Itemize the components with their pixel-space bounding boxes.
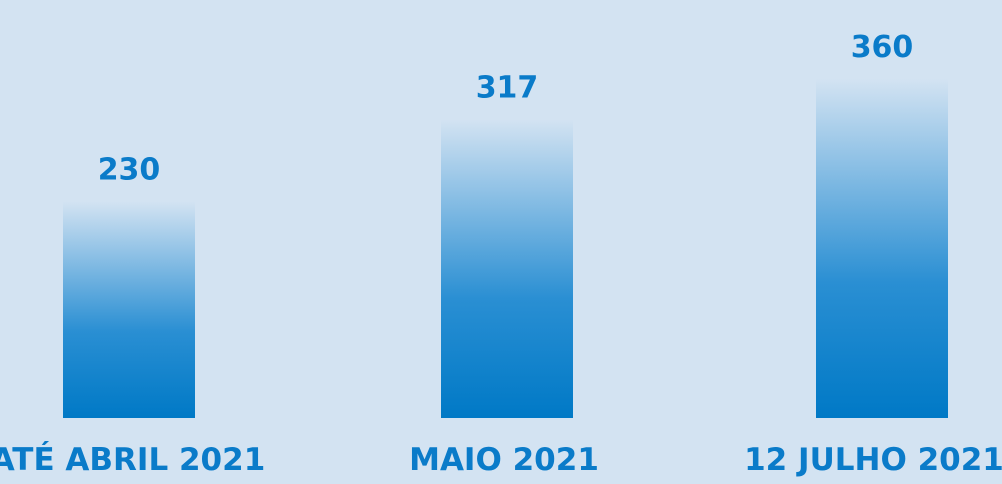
category-label-0: ATÉ ABRIL 2021 (0, 442, 265, 478)
labels-layer: 230 ATÉ ABRIL 2021 317 MAIO 2021 360 12 JULHO… (0, 30, 1002, 478)
bars-layer (63, 78, 948, 419)
value-label-0: 230 (98, 152, 161, 187)
value-label-2: 360 (851, 30, 914, 65)
bar-1 (441, 119, 573, 419)
category-label-2: 12 JULHO 2021 (744, 442, 1002, 478)
bar-0 (63, 201, 195, 418)
value-label-1: 317 (476, 70, 539, 105)
category-label-1: MAIO 2021 (409, 442, 599, 478)
bar-2 (816, 78, 948, 418)
